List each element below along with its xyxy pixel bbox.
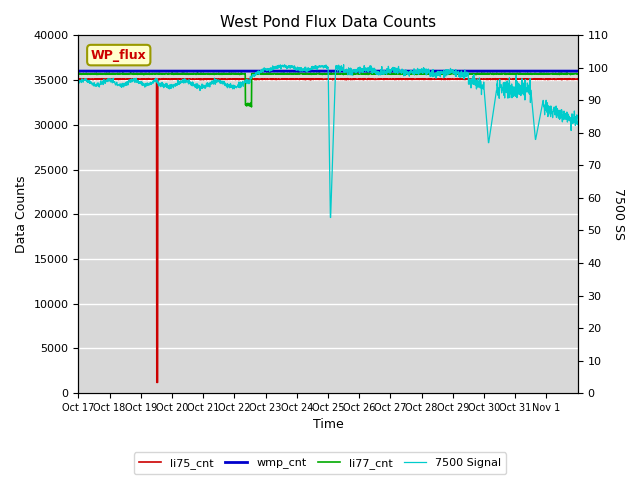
7500 Signal <box>468 76 476 82</box>
7500 Signal <box>560 110 568 116</box>
Y-axis label: Data Counts: Data Counts <box>15 176 28 253</box>
Text: WP_flux: WP_flux <box>91 48 147 61</box>
wmp_cnt <box>559 68 566 74</box>
wmp_cnt <box>468 68 476 74</box>
li77_cnt <box>560 71 568 77</box>
Line: 7500 Signal: 7500 Signal <box>79 65 578 217</box>
wmp_cnt <box>75 68 83 74</box>
li75_cnt <box>153 380 161 385</box>
7500 Signal <box>75 79 83 85</box>
7500 Signal <box>574 120 582 125</box>
li77_cnt <box>248 104 255 110</box>
li75_cnt <box>559 76 567 82</box>
li77_cnt <box>305 71 312 77</box>
Line: li75_cnt: li75_cnt <box>79 79 578 383</box>
li77_cnt <box>574 71 582 77</box>
7500 Signal <box>559 108 567 114</box>
li75_cnt <box>560 76 568 82</box>
Legend: li75_cnt, wmp_cnt, li77_cnt, 7500 Signal: li75_cnt, wmp_cnt, li77_cnt, 7500 Signal <box>134 453 506 474</box>
li77_cnt <box>318 71 326 77</box>
7500 Signal <box>317 64 325 70</box>
7500 Signal <box>340 62 348 68</box>
li77_cnt <box>100 71 108 77</box>
wmp_cnt <box>100 68 108 74</box>
wmp_cnt <box>574 68 582 74</box>
wmp_cnt <box>317 68 325 74</box>
7500 Signal <box>100 79 108 85</box>
li77_cnt <box>75 71 83 76</box>
7500 Signal <box>326 215 334 220</box>
li77_cnt <box>127 70 134 76</box>
li75_cnt <box>317 76 325 82</box>
li77_cnt <box>468 72 476 77</box>
li75_cnt <box>100 76 108 82</box>
Title: West Pond Flux Data Counts: West Pond Flux Data Counts <box>220 15 436 30</box>
li75_cnt <box>304 76 312 82</box>
Y-axis label: 7500 SS: 7500 SS <box>612 188 625 240</box>
wmp_cnt <box>304 68 312 74</box>
li77_cnt <box>559 71 567 77</box>
li75_cnt <box>574 76 582 82</box>
Line: li77_cnt: li77_cnt <box>79 73 578 107</box>
li75_cnt <box>468 76 476 82</box>
li75_cnt <box>75 76 83 82</box>
X-axis label: Time: Time <box>312 419 344 432</box>
li75_cnt <box>397 76 404 82</box>
7500 Signal <box>304 66 312 72</box>
wmp_cnt <box>559 68 567 74</box>
